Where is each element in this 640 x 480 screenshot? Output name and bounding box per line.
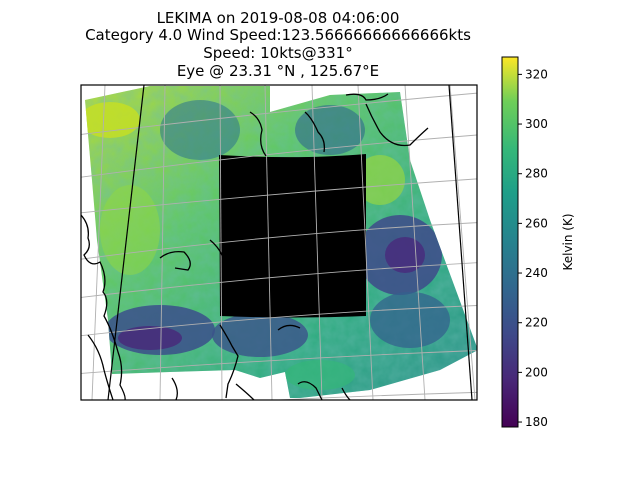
colorbar-tick-label: 220	[525, 316, 548, 330]
projection-boundary	[107, 84, 473, 401]
colorbar-tick-label: 200	[525, 365, 548, 379]
colorbar-tick-label: 180	[525, 415, 548, 429]
colorbar-ticks: 180 200 220 240 260 280 300 320	[518, 67, 548, 429]
colorbar-tick-label: 240	[525, 266, 548, 280]
map-frame	[80, 84, 478, 401]
graticule	[81, 85, 477, 400]
colorbar-tick-label: 260	[525, 216, 548, 230]
map-axes	[80, 84, 478, 401]
colorbar: 180 200 220 240 260 280 300 320 Kelvin (K)	[501, 56, 575, 429]
coastlines	[81, 93, 429, 400]
colorbar-tick-label: 320	[525, 67, 548, 81]
title-line-3: Speed: 10kts@331°	[203, 44, 353, 62]
colorbar-tick-label: 280	[525, 167, 548, 181]
colorbar-tick-label: 300	[525, 117, 548, 131]
title-line-1: LEKIMA on 2019-08-08 04:06:00	[156, 9, 400, 27]
title-line-2: Category 4.0 Wind Speed:123.566666666666…	[85, 26, 471, 44]
colorbar-gradient	[501, 56, 519, 428]
colorbar-label: Kelvin (K)	[561, 213, 575, 270]
title-line-4: Eye @ 23.31 °N , 125.67°E	[176, 62, 380, 80]
